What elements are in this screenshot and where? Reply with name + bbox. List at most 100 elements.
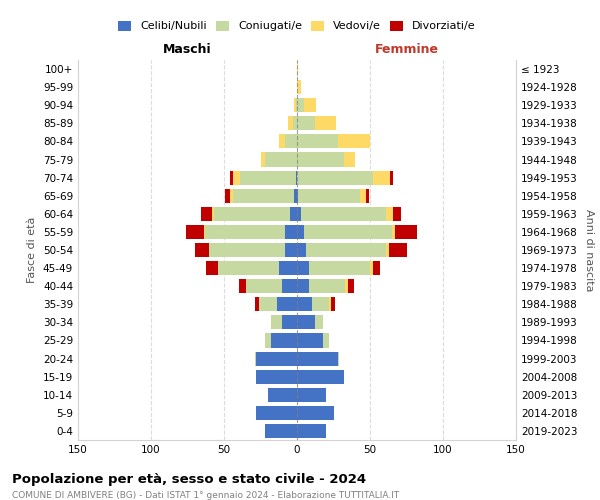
Bar [186,225,203,239]
Bar [297,134,338,148]
Bar [301,207,386,221]
Bar [286,134,297,148]
Bar [283,279,297,293]
Bar [297,98,304,112]
Bar [200,207,212,221]
Bar [218,261,280,275]
Bar [297,352,338,366]
Text: Maschi: Maschi [163,44,212,57]
Bar [254,297,259,312]
Bar [283,316,297,330]
Bar [297,62,298,76]
Bar [298,188,360,203]
Bar [338,352,340,366]
Bar [308,279,345,293]
Bar [306,243,386,257]
Bar [209,243,286,257]
Bar [338,134,370,148]
Bar [203,225,205,239]
Bar [288,116,293,130]
Bar [386,207,394,221]
Bar [304,225,392,239]
Bar [314,116,337,130]
Bar [373,261,380,275]
Bar [297,207,301,221]
Bar [239,279,246,293]
Bar [392,225,395,239]
Bar [365,188,368,203]
Bar [280,261,297,275]
Bar [297,170,373,184]
Bar [308,261,370,275]
Bar [389,243,407,257]
Bar [286,225,297,239]
Bar [297,152,344,166]
Y-axis label: Fasce di età: Fasce di età [28,217,37,283]
Bar [195,243,209,257]
Bar [323,334,329,347]
Bar [246,279,283,293]
Bar [265,152,297,166]
Bar [212,207,214,221]
Bar [240,170,296,184]
Bar [297,297,311,312]
Bar [260,152,265,166]
Text: Femmine: Femmine [374,44,439,57]
Text: Popolazione per età, sesso e stato civile - 2024: Popolazione per età, sesso e stato civil… [12,472,366,486]
Bar [294,98,296,112]
Bar [226,188,230,203]
Bar [297,188,298,203]
Bar [230,188,233,203]
Bar [259,297,277,312]
Legend: Celibi/Nubili, Coniugati/e, Vedovi/e, Divorziati/e: Celibi/Nubili, Coniugati/e, Vedovi/e, Di… [114,16,480,36]
Bar [296,98,297,112]
Bar [214,207,290,221]
Bar [205,225,286,239]
Bar [293,116,297,130]
Bar [297,424,326,438]
Bar [297,261,308,275]
Bar [297,388,326,402]
Bar [296,170,297,184]
Bar [297,334,323,347]
Bar [277,297,297,312]
Bar [233,170,240,184]
Bar [290,207,297,221]
Bar [297,243,306,257]
Bar [265,334,271,347]
Bar [360,188,365,203]
Bar [373,170,391,184]
Bar [233,188,294,203]
Bar [297,370,344,384]
Bar [256,370,297,384]
Bar [268,388,297,402]
Bar [391,170,394,184]
Bar [254,352,256,366]
Bar [256,406,297,420]
Bar [286,243,297,257]
Bar [271,316,283,330]
Bar [348,279,354,293]
Bar [370,261,373,275]
Bar [395,225,417,239]
Bar [344,152,355,166]
Bar [394,207,401,221]
Bar [294,188,297,203]
Bar [331,297,335,312]
Bar [297,316,314,330]
Bar [386,243,389,257]
Bar [297,279,308,293]
Bar [311,297,329,312]
Bar [297,116,314,130]
Bar [297,406,334,420]
Bar [314,316,323,330]
Bar [230,170,233,184]
Bar [265,424,297,438]
Bar [206,261,218,275]
Bar [304,98,316,112]
Bar [271,334,297,347]
Bar [280,134,286,148]
Bar [297,225,304,239]
Bar [345,279,348,293]
Y-axis label: Anni di nascita: Anni di nascita [584,209,594,291]
